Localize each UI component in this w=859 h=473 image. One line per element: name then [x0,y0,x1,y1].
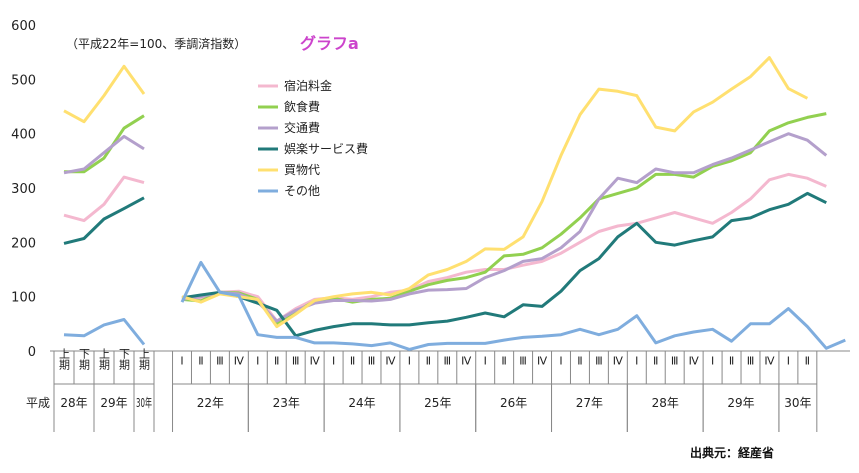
legend-label: 宿泊料金 [284,78,332,93]
x-tick-label: 上期 [58,348,71,371]
x-tick-label: Ⅲ [365,355,378,368]
x-tick-label: Ⅲ [213,355,226,368]
x-tick-label: Ⅳ [460,355,473,368]
x-tick-label: Ⅳ [308,355,321,368]
x-tick-label: Ⅰ [327,355,340,368]
quarterly-series-line [181,132,828,323]
x-tick-label: Ⅱ [270,355,283,368]
chart-source: 出典元：経産省 [690,445,774,460]
quarterly-series-line [181,191,827,338]
chart-title: グラフa [300,34,359,53]
x-year-label: 24年 [348,396,375,410]
x-year-label: 30年 [136,396,152,410]
half-year-series-line [63,196,145,245]
x-year-label: 25年 [424,396,451,410]
x-tick-label: Ⅳ [611,355,624,368]
chart-subtitle: （平成22年=100、季調済指数） [66,36,246,51]
x-tick-label: Ⅰ [706,355,719,368]
x-tick-label: Ⅱ [649,355,662,368]
x-tick-label: 下期 [118,348,131,371]
era-label: 平成 [26,396,50,410]
x-year-label: 28年 [60,396,87,410]
legend-label: その他 [284,184,320,198]
legend-label: 買物代 [284,163,320,177]
x-tick-label: Ⅱ [725,355,738,368]
x-tick-label: 下期 [78,348,91,371]
x-year-label: 28年 [652,396,679,410]
half-year-series-line [63,175,145,223]
half-year-series-line [63,134,145,175]
y-tick-label: 400 [11,128,36,143]
legend-label: 飲食費 [284,99,320,114]
x-tick-label: Ⅱ [194,355,207,368]
x-tick-label: Ⅳ [384,355,397,368]
legend-label: 交通費 [284,120,320,135]
x-year-label: 29年 [727,396,754,410]
x-tick-label: Ⅲ [592,355,605,368]
quarterly-series-line [181,112,827,326]
quarterly-series-line [181,56,809,329]
y-tick-label: 100 [11,291,36,306]
x-tick-label: Ⅳ [232,355,245,368]
x-tick-label: 上期 [138,348,151,371]
x-tick-label: Ⅰ [251,355,264,368]
x-tick-label: Ⅲ [517,355,530,368]
x-year-label: 26年 [500,396,527,410]
half-year-series-line [63,64,146,124]
x-year-label: 22年 [197,396,224,410]
y-tick-label: 0 [28,345,36,360]
y-tick-label: 300 [11,182,36,197]
x-year-label: 29年 [100,396,127,410]
x-tick-label: Ⅰ [630,355,643,368]
legend-label: 娯楽サービス費 [284,141,368,156]
y-tick-label: 600 [11,19,36,34]
y-tick-label: 200 [11,236,36,251]
x-tick-label: Ⅲ [668,355,681,368]
y-tick-label: 500 [11,73,36,88]
x-year-label: 23年 [273,396,300,410]
x-tick-label: Ⅰ [479,355,492,368]
x-tick-label: Ⅱ [801,355,814,368]
x-tick-label: Ⅲ [441,355,454,368]
x-tick-label: Ⅰ [782,355,795,368]
x-year-label: 27年 [576,396,603,410]
x-tick-label: Ⅳ [536,355,549,368]
x-tick-label: Ⅰ [176,355,189,368]
x-tick-label: Ⅱ [573,355,586,368]
x-tick-label: Ⅰ [555,355,568,368]
x-tick-label: Ⅳ [687,355,700,368]
x-tick-label: 上期 [98,348,111,371]
x-tick-label: Ⅱ [422,355,435,368]
half-year-series-line [64,114,145,174]
x-tick-label: Ⅰ [403,355,416,368]
x-tick-label: Ⅲ [744,355,757,368]
half-year-series-line [63,318,146,346]
x-tick-label: Ⅱ [498,355,511,368]
x-year-label: 30年 [784,396,811,410]
x-tick-label: Ⅱ [346,355,359,368]
quarterly-series-line [180,260,846,351]
x-tick-label: Ⅲ [289,355,302,368]
x-tick-label: Ⅳ [763,355,776,368]
